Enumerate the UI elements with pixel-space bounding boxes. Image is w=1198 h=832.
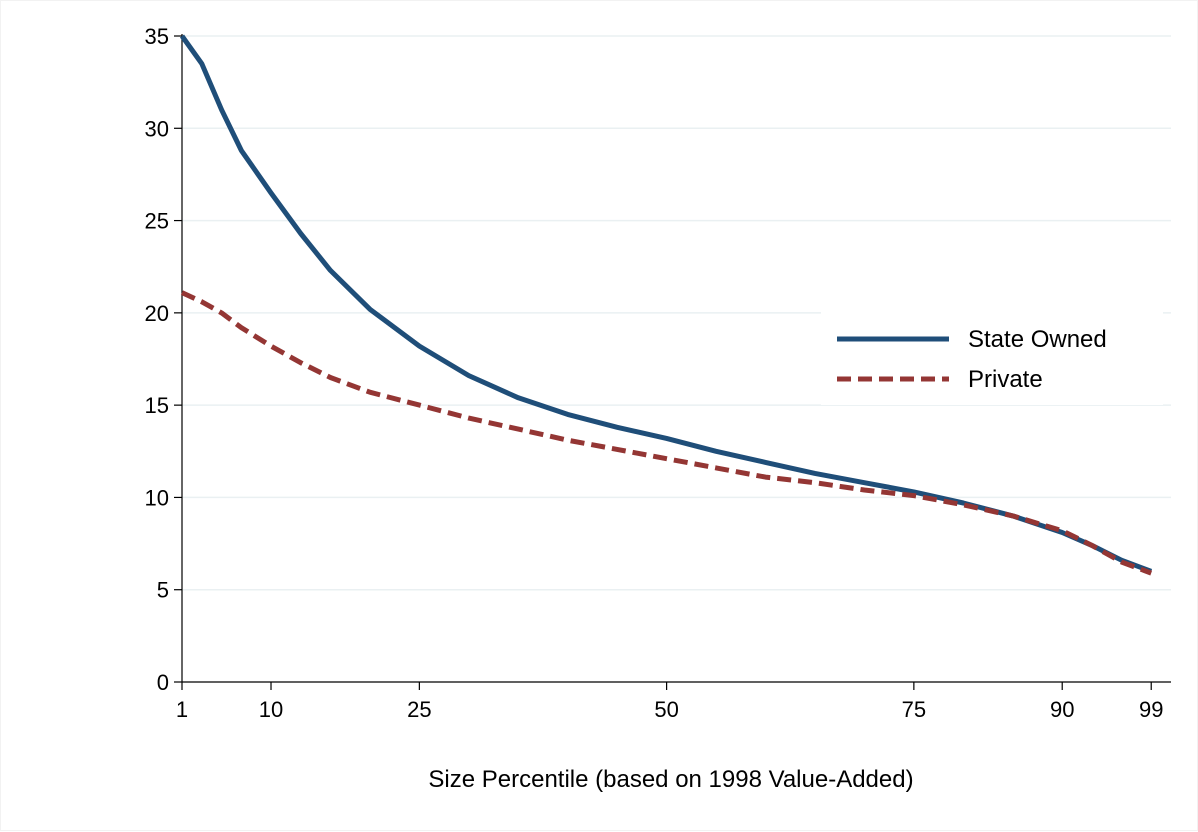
y-tick-label: 15 bbox=[145, 393, 169, 418]
y-tick-label: 5 bbox=[157, 578, 169, 603]
x-axis-title: Size Percentile (based on 1998 Value-Add… bbox=[428, 766, 913, 793]
x-tick-label: 90 bbox=[1050, 697, 1074, 722]
y-tick-label: 10 bbox=[145, 485, 169, 510]
y-tick-label: 35 bbox=[145, 24, 169, 49]
x-tick-label: 10 bbox=[259, 697, 283, 722]
x-tick-label: 50 bbox=[654, 697, 678, 722]
legend: State Owned Private bbox=[821, 309, 1163, 405]
y-tick-label: 25 bbox=[145, 209, 169, 234]
x-tick-label: 1 bbox=[176, 697, 188, 722]
gridlines bbox=[182, 35, 1171, 591]
x-tick-label: 25 bbox=[407, 697, 431, 722]
series-lines bbox=[179, 34, 1153, 576]
y-tick-label: 0 bbox=[157, 670, 169, 695]
y-tick-label: 30 bbox=[145, 116, 169, 141]
x-tick-label: 75 bbox=[902, 697, 926, 722]
series-line-private bbox=[180, 290, 1153, 576]
series-line-state-owned bbox=[179, 34, 1153, 574]
y-tick-label: 20 bbox=[145, 301, 169, 326]
legend-box bbox=[821, 309, 1163, 405]
legend-label: Private bbox=[968, 366, 1043, 393]
legend-label: State Owned bbox=[968, 326, 1107, 353]
axes: 0 5 10 15 20 25 30 35 1 10 25 50 75 90 99 bbox=[145, 24, 1171, 722]
x-tick-label: 99 bbox=[1139, 697, 1163, 722]
